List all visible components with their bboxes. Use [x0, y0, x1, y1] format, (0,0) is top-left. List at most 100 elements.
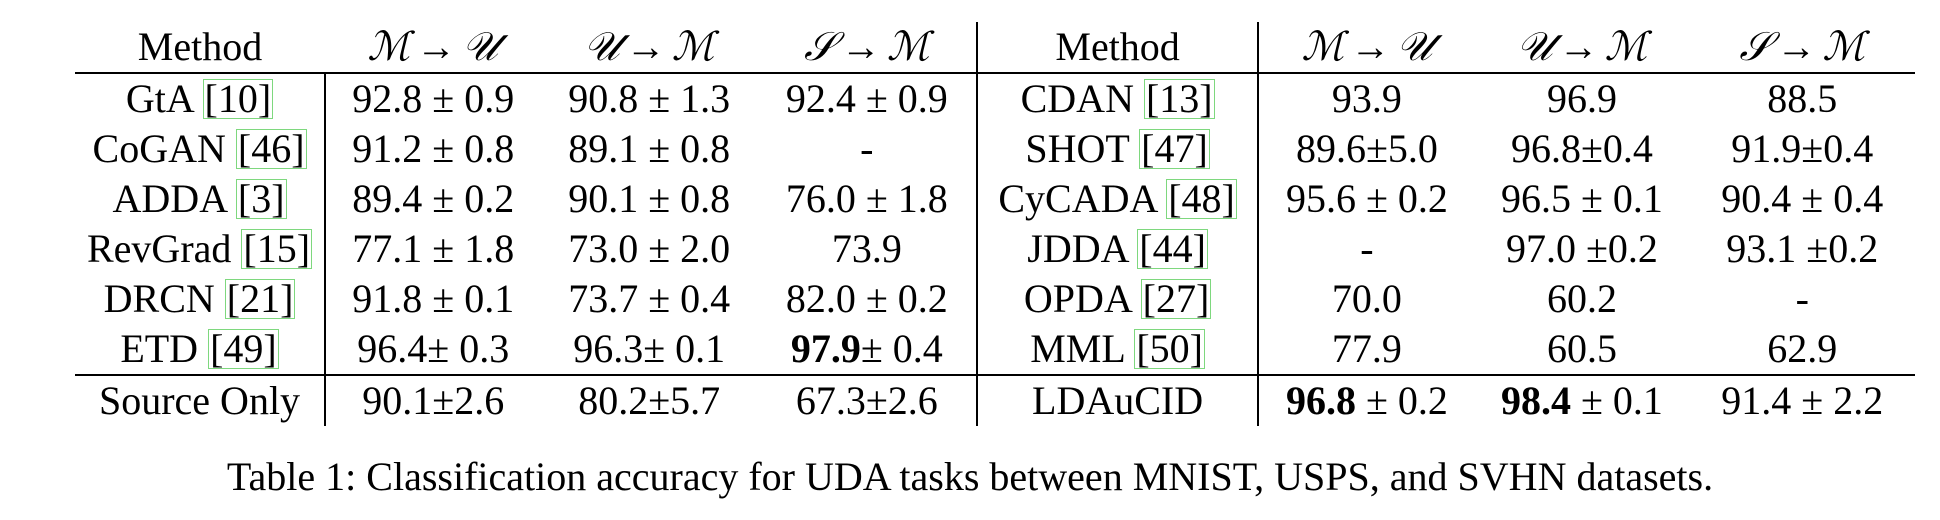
value-cell: 73.0 ± 2.0 — [568, 226, 731, 271]
method-cell: ADDA [3] — [75, 174, 327, 224]
citation-link[interactable]: [48] — [1166, 176, 1237, 221]
value-cell: 93.9 — [1331, 76, 1402, 121]
table-header-row: Method ℳ → 𝒰 𝒰 → ℳ 𝒮 → ℳ Method ℳ → 𝒰 𝒰 → ℳ 𝒮 → ℳ — [75, 22, 1915, 74]
method-cell: CDAN [13] — [976, 73, 1260, 124]
header-method-left: Method — [75, 22, 326, 74]
value-cell: 73.7 ± 0.4 — [568, 276, 731, 321]
value-cell: 91.8 ± 0.1 — [352, 276, 515, 321]
value-cell: 96.9 — [1546, 76, 1617, 121]
citation-link[interactable]: [15] — [241, 226, 313, 271]
value-cell: 89.1 ± 0.8 — [568, 126, 731, 171]
value-cell: 96.4± 0.3 — [357, 326, 510, 371]
method-name: SHOT — [1025, 126, 1130, 171]
value-cell: 60.2 — [1546, 276, 1617, 321]
value-cell: 92.8 ± 0.9 — [352, 76, 515, 121]
table-row: CoGAN [46] 91.2 ± 0.8 89.1 ± 0.8 - SHOT … — [75, 124, 1915, 174]
value-cell: 62.9 — [1767, 326, 1838, 371]
method-cell: GtA [10] — [75, 73, 327, 124]
citation-link[interactable]: [49] — [208, 326, 279, 371]
value-cell: - — [1795, 276, 1809, 321]
header-source: ℳ — [367, 24, 411, 70]
header-target: ℳ — [671, 24, 715, 70]
citation-link[interactable]: [46] — [235, 126, 307, 171]
table-row: RevGrad [15] 77.1 ± 1.8 73.0 ± 2.0 73.9 … — [75, 224, 1915, 274]
table-row: ETD [49] 96.4± 0.3 96.3± 0.1 97.9± 0.4 M… — [75, 324, 1915, 375]
method-cell: ETD [49] — [75, 324, 327, 375]
value-cell: 91.9±0.4 — [1731, 126, 1874, 171]
method-name: CDAN — [1020, 76, 1134, 121]
value-cell: - — [757, 124, 978, 174]
citation-link[interactable]: [50] — [1134, 326, 1205, 371]
value-cell: 89.4 ± 0.2 — [352, 176, 515, 221]
value-cell: 96.3± 0.1 — [573, 326, 726, 371]
method-cell: DRCN [21] — [75, 274, 327, 324]
method-cell: SHOT [47] — [976, 124, 1260, 174]
arrow-symbol: → — [1776, 24, 1817, 69]
value-deviation: ± 0.1 — [1580, 378, 1663, 423]
method-name: CoGAN — [92, 126, 226, 171]
value-cell: 91.2 ± 0.8 — [352, 126, 515, 171]
arrow-symbol: → — [1350, 24, 1391, 69]
header-target: 𝒰 — [1396, 24, 1433, 70]
header-target: ℳ — [1604, 24, 1648, 70]
header-target: 𝒰 — [462, 24, 499, 70]
value-cell: 88.5 — [1767, 76, 1838, 121]
method-cell: Source Only — [75, 374, 327, 426]
arrow-symbol: → — [1558, 24, 1599, 69]
method-cell: MML [50] — [976, 324, 1260, 375]
value-cell: 60.5 — [1546, 326, 1617, 371]
method-name: GtA — [125, 76, 193, 121]
header-m-to-u-left: ℳ → 𝒰 — [325, 22, 541, 74]
citation-link[interactable]: [21] — [224, 276, 296, 321]
value-cell: 90.1 ± 0.8 — [568, 176, 731, 221]
table-row-baseline: Source Only 90.1±2.6 80.2±5.7 67.3±2.6 L… — [75, 374, 1915, 426]
arrow-symbol: → — [416, 24, 457, 69]
table-row: ADDA [3] 89.4 ± 0.2 90.1 ± 0.8 76.0 ± 1.… — [75, 174, 1915, 224]
value-cell: 95.6 ± 0.2 — [1285, 176, 1448, 221]
citation-link[interactable]: [47] — [1139, 126, 1210, 171]
method-cell: JDDA [44] — [976, 224, 1260, 274]
citation-link[interactable]: [13] — [1143, 76, 1215, 121]
results-table: Method ℳ → 𝒰 𝒰 → ℳ 𝒮 → ℳ Method ℳ → 𝒰 𝒰 → ℳ 𝒮 → ℳ — [75, 22, 1915, 426]
value-cell: - — [1360, 226, 1374, 271]
value-cell: 90.4 ± 0.4 — [1721, 176, 1884, 221]
value-cell: 96.5 ± 0.1 — [1500, 176, 1663, 221]
method-cell: CoGAN [46] — [75, 124, 327, 174]
header-source: 𝒰 — [1516, 24, 1553, 70]
value-cell: 93.1 ±0.2 — [1726, 226, 1879, 271]
value-cell: 96.8 ± 0.2 — [1258, 374, 1475, 426]
citation-link[interactable]: [44] — [1137, 226, 1208, 271]
method-name: ETD — [120, 326, 199, 371]
method-name: DRCN — [103, 276, 215, 321]
header-source: 𝒮 — [1739, 24, 1771, 70]
header-s-to-m-right: 𝒮 → ℳ — [1689, 22, 1915, 74]
value-cell: 90.8 ± 1.3 — [568, 76, 731, 121]
header-source: 𝒮 — [803, 24, 835, 70]
header-target: ℳ — [886, 24, 930, 70]
citation-link[interactable]: [10] — [202, 76, 274, 121]
value-cell: 98.4 ± 0.1 — [1474, 374, 1690, 426]
citation-link[interactable]: [3] — [235, 176, 287, 221]
value-deviation: ± 0.4 — [860, 326, 943, 371]
method-name: Source Only — [98, 378, 301, 423]
value-cell: 90.1±2.6 — [325, 374, 541, 426]
value-cell: 92.4 ± 0.9 — [757, 73, 978, 124]
value-cell: 73.9 — [757, 224, 978, 274]
header-source: 𝒰 — [583, 24, 620, 70]
value-cell: 97.0 ±0.2 — [1505, 226, 1658, 271]
value-cell: 76.0 ± 1.8 — [757, 174, 978, 224]
method-cell: RevGrad [15] — [75, 224, 327, 274]
header-method-right: Method — [976, 22, 1260, 74]
value-cell: 89.6±5.0 — [1295, 126, 1438, 171]
arrow-symbol: → — [840, 24, 881, 69]
best-value: 98.4 — [1500, 378, 1571, 423]
method-cell: CyCADA [48] — [976, 174, 1260, 224]
header-s-to-m-left: 𝒮 → ℳ — [757, 22, 978, 74]
value-cell: 77.9 — [1331, 326, 1402, 371]
method-name: RevGrad — [87, 226, 232, 271]
value-cell: 77.1 ± 1.8 — [352, 226, 515, 271]
method-name: ADDA — [112, 176, 226, 221]
method-name: LDAuCID — [1032, 378, 1204, 423]
citation-link[interactable]: [27] — [1140, 276, 1212, 321]
method-cell: OPDA [27] — [976, 274, 1260, 324]
